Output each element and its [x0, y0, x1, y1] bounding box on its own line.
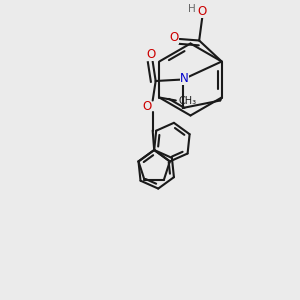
Text: H: H	[188, 4, 196, 14]
Text: CH₃: CH₃	[178, 95, 196, 106]
Text: O: O	[142, 100, 151, 113]
Text: O: O	[170, 31, 179, 44]
Text: O: O	[198, 5, 207, 18]
Text: N: N	[180, 71, 189, 85]
Text: O: O	[147, 48, 156, 62]
